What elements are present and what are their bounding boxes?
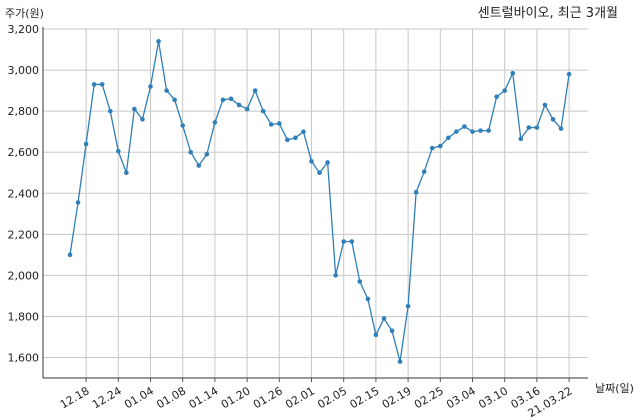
grid-lines	[43, 28, 588, 378]
price-point	[244, 106, 250, 112]
x-tick-label: 12.24	[90, 384, 124, 411]
price-point	[333, 273, 338, 278]
price-point	[534, 125, 540, 130]
price-point	[91, 82, 97, 87]
price-point	[373, 332, 379, 338]
y-tick-label: 3,200	[8, 23, 40, 36]
price-point	[124, 170, 129, 176]
price-point	[494, 94, 499, 100]
price-point	[293, 135, 298, 141]
x-tick-label: 01.20	[219, 384, 253, 411]
y-tick-label: 3,000	[8, 64, 40, 77]
price-point	[188, 149, 194, 155]
price-point	[156, 39, 161, 44]
price-point	[526, 125, 532, 130]
x-tick-label: 02.15	[348, 384, 382, 411]
x-tick-label: 02.01	[283, 384, 317, 411]
price-point	[389, 328, 395, 334]
axes	[42, 27, 588, 379]
price-point	[180, 123, 185, 128]
price-point	[566, 71, 572, 77]
x-tick-label: 01.26	[251, 384, 285, 411]
price-point	[365, 296, 371, 302]
price-point	[140, 117, 145, 122]
price-point	[470, 129, 475, 134]
y-axis-ticks: 1,600 1,800 2,000 2,200 2,400 2,600 2,800 3,000…	[8, 23, 40, 365]
y-axis-title: 주가(원)	[5, 7, 44, 20]
price-point	[83, 141, 89, 147]
x-axis-ticks: 12.1812.2401.0401.0801.1401.2001.2602.01…	[58, 378, 575, 419]
price-point	[228, 96, 234, 102]
price-point	[341, 239, 347, 244]
price-point	[212, 120, 218, 125]
price-point	[220, 97, 226, 103]
price-point	[413, 189, 419, 195]
price-point	[454, 129, 459, 134]
price-point	[429, 145, 435, 151]
price-series	[67, 39, 572, 364]
x-tick-label: 12.18	[58, 384, 92, 411]
chart-title: 센트럴바이오, 최근 3개월	[478, 6, 618, 21]
price-point	[301, 129, 306, 134]
x-axis-title: 날짜(일)	[595, 381, 634, 395]
price-point	[349, 239, 355, 244]
price-point	[164, 88, 169, 93]
x-tick-label: 02.25	[412, 384, 446, 411]
price-point	[550, 117, 556, 122]
price-point	[462, 124, 467, 129]
price-point	[502, 88, 508, 93]
price-point	[252, 88, 258, 93]
y-tick-label: 2,600	[8, 146, 40, 159]
x-tick-label: 02.05	[315, 384, 349, 411]
price-point	[132, 106, 137, 112]
price-point	[268, 122, 274, 127]
x-tick-label: 01.08	[154, 384, 188, 411]
price-point	[260, 108, 266, 114]
price-point	[116, 148, 121, 154]
price-point	[438, 143, 443, 149]
price-point	[204, 151, 210, 157]
y-tick-label: 2,000	[8, 269, 40, 282]
price-point	[236, 102, 242, 108]
price-point	[172, 97, 177, 103]
price-point	[107, 108, 113, 114]
price-point	[486, 128, 491, 133]
y-tick-label: 1,600	[8, 352, 40, 365]
y-tick-label: 2,200	[8, 228, 40, 241]
price-point	[317, 170, 322, 176]
price-point	[196, 163, 202, 168]
price-point	[405, 303, 411, 309]
price-point	[397, 359, 403, 364]
price-point	[478, 128, 483, 133]
price-point	[381, 316, 387, 321]
price-point	[325, 160, 330, 165]
price-point	[309, 159, 314, 164]
price-point	[446, 135, 451, 141]
y-tick-label: 1,800	[8, 310, 40, 323]
y-tick-label: 2,800	[8, 105, 40, 118]
y-tick-label: 2,400	[8, 187, 40, 200]
price-point	[277, 121, 282, 126]
price-point	[421, 169, 427, 174]
x-tick-label: 03.04	[444, 384, 478, 411]
x-tick-label: 01.14	[187, 384, 221, 411]
price-point	[510, 70, 516, 76]
x-tick-label: 02.19	[380, 384, 414, 411]
price-line	[69, 40, 570, 363]
price-point	[99, 82, 105, 87]
price-point	[67, 252, 73, 258]
price-point	[75, 200, 81, 205]
x-tick-label: 01.04	[122, 384, 156, 411]
price-point	[148, 84, 153, 89]
price-point	[285, 137, 290, 143]
price-point	[357, 279, 363, 284]
price-point	[542, 102, 548, 108]
price-point	[518, 136, 524, 142]
price-point	[558, 126, 564, 131]
x-tick-label: 03.10	[476, 384, 510, 411]
